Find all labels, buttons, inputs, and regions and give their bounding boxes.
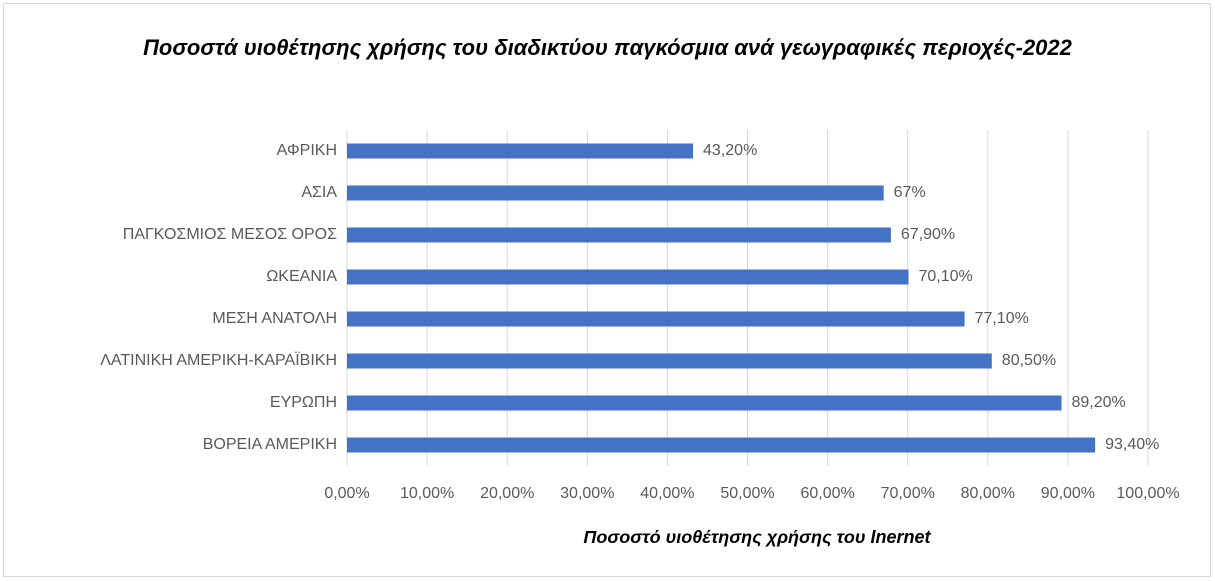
x-tick-label: 80,00% (961, 485, 1015, 502)
x-tick-label: 0,00% (324, 485, 369, 502)
x-tick-label: 90,00% (1041, 485, 1095, 502)
bar (347, 185, 884, 201)
data-label: 80,50% (1002, 352, 1056, 369)
x-tick-label: 10,00% (400, 485, 454, 502)
x-tick-label: 30,00% (560, 485, 614, 502)
x-axis-title: Ποσοστό υιοθέτησης χρήσης του Inernet (583, 527, 931, 547)
y-tick-label: ΛΑΤΙΝΙΚΗ ΑΜΕΡΙΚΗ-ΚΑΡΑΪΒΙΚΗ (100, 351, 337, 369)
x-tick-label: 20,00% (480, 485, 534, 502)
data-label: 70,10% (919, 268, 973, 285)
bar (347, 143, 694, 159)
bar (347, 311, 965, 327)
bar (347, 227, 891, 243)
data-label: 93,40% (1105, 436, 1159, 453)
data-label: 89,20% (1071, 394, 1125, 411)
y-tick-label: ΜΕΣΗ ΑΝΑΤΟΛΗ (212, 310, 337, 327)
bar (347, 437, 1096, 453)
bar (347, 353, 992, 369)
x-tick-label: 60,00% (800, 485, 854, 502)
chart-border (3, 3, 1211, 577)
y-tick-label: ΒΟΡΕΙΑ ΑΜΕΡΙΚΗ (203, 436, 337, 453)
y-tick-label: ΑΣΙΑ (301, 184, 337, 201)
chart-title: Ποσοστά υιοθέτησης χρήσης του διαδικτύου… (143, 35, 1072, 60)
x-tick-label: 40,00% (640, 485, 694, 502)
y-tick-label: ΩΚΕΑΝΙΑ (266, 268, 337, 285)
y-tick-label: ΕΥΡΩΠΗ (270, 394, 337, 411)
data-label: 43,20% (703, 142, 757, 159)
x-tick-label: 50,00% (720, 485, 774, 502)
x-tick-label: 70,00% (881, 485, 935, 502)
data-label: 67,90% (901, 226, 955, 243)
bar (347, 395, 1062, 411)
bar (347, 269, 909, 285)
y-tick-label: ΑΦΡΙΚΗ (277, 142, 337, 159)
data-label: 77,10% (975, 310, 1029, 327)
data-label: 67% (894, 184, 926, 201)
y-tick-label: ΠΑΓΚΟΣΜΙΟΣ ΜΕΣΟΣ ΟΡΟΣ (123, 226, 337, 243)
x-tick-label: 100,00% (1116, 485, 1179, 502)
